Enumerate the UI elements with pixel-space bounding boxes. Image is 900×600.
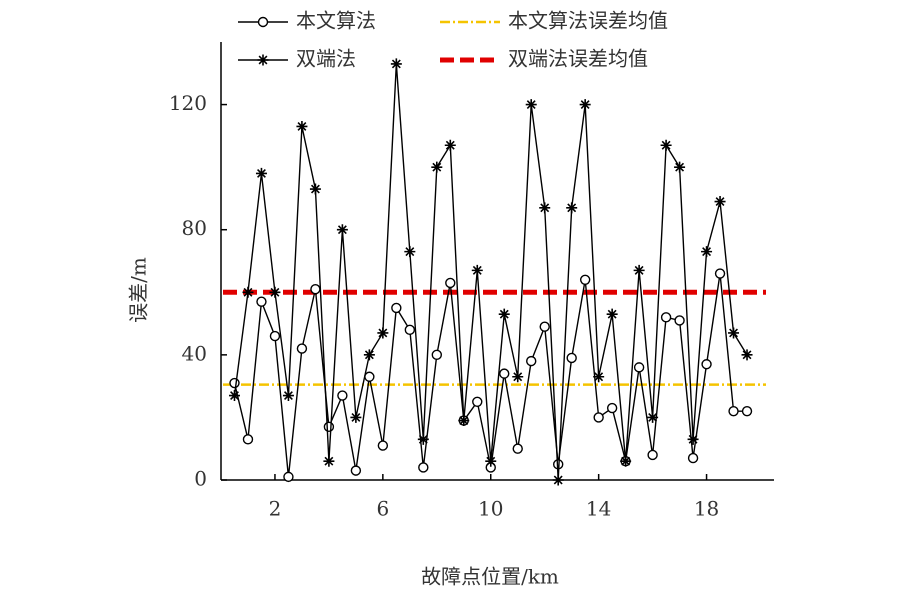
legend-label: 双端法 xyxy=(296,47,356,71)
y-tick-label: 40 xyxy=(182,341,207,365)
point xyxy=(296,120,308,132)
point xyxy=(728,405,739,417)
point xyxy=(336,224,348,236)
point xyxy=(363,349,375,361)
point xyxy=(269,286,281,298)
point xyxy=(404,246,416,258)
point xyxy=(255,167,267,179)
x-axis-label: 故障点位置/km xyxy=(421,565,559,589)
point xyxy=(404,324,416,336)
x-tick-label: 18 xyxy=(694,497,719,521)
point xyxy=(660,139,672,151)
point xyxy=(633,264,645,276)
series-line xyxy=(233,63,748,481)
point xyxy=(445,277,456,289)
point xyxy=(620,455,632,467)
point xyxy=(647,449,658,461)
point xyxy=(310,283,321,295)
x-tick-label: 10 xyxy=(478,497,503,521)
point xyxy=(579,99,591,111)
point xyxy=(566,202,578,214)
point xyxy=(418,462,429,473)
point xyxy=(242,434,254,445)
point xyxy=(282,390,294,402)
point xyxy=(714,196,726,208)
point xyxy=(499,368,510,379)
point xyxy=(417,433,429,445)
point xyxy=(687,433,699,445)
point xyxy=(647,411,659,423)
x-tick-label: 14 xyxy=(586,497,611,521)
point xyxy=(444,139,456,151)
point xyxy=(539,202,551,214)
point xyxy=(526,355,537,367)
point xyxy=(350,411,362,423)
point xyxy=(674,161,686,173)
point xyxy=(633,362,645,373)
y-tick-label: 120 xyxy=(169,91,207,115)
point xyxy=(309,183,321,195)
point xyxy=(337,390,348,401)
point xyxy=(350,465,362,476)
y-tick-label: 80 xyxy=(182,216,207,240)
point xyxy=(256,296,267,307)
point xyxy=(674,315,685,326)
point xyxy=(512,371,524,383)
point xyxy=(687,452,699,464)
point xyxy=(566,352,577,364)
point xyxy=(728,327,740,339)
legend-label: 本文算法 xyxy=(296,9,376,33)
point xyxy=(391,302,402,314)
point xyxy=(512,443,523,454)
point xyxy=(323,455,335,467)
point xyxy=(741,349,753,361)
point xyxy=(228,390,240,402)
point xyxy=(701,359,712,370)
legend-marker xyxy=(257,54,269,66)
x-tick-label: 2 xyxy=(269,497,282,521)
legend-label: 本文算法误差均值 xyxy=(508,9,668,33)
x-tick-label: 6 xyxy=(376,497,389,521)
point xyxy=(593,371,605,383)
point xyxy=(579,274,591,285)
y-axis-label: 误差/m xyxy=(127,257,151,323)
point xyxy=(741,405,753,417)
point xyxy=(552,474,564,486)
point xyxy=(364,371,375,382)
point xyxy=(242,286,254,298)
point xyxy=(606,402,618,414)
point xyxy=(606,308,618,320)
legend-label: 双端法误差均值 xyxy=(508,47,648,71)
point xyxy=(458,415,470,427)
point xyxy=(660,312,672,323)
point xyxy=(323,421,335,433)
point xyxy=(229,377,240,389)
point xyxy=(269,330,281,342)
point xyxy=(471,264,483,276)
point xyxy=(431,161,443,173)
point xyxy=(431,349,443,361)
y-tick-label: 0 xyxy=(194,467,207,491)
point xyxy=(593,412,604,423)
point xyxy=(539,321,550,332)
point xyxy=(377,440,389,451)
point xyxy=(472,396,483,407)
legend-marker xyxy=(257,16,269,28)
point xyxy=(714,268,726,279)
point xyxy=(377,327,389,339)
point xyxy=(485,455,497,467)
point xyxy=(390,58,402,70)
point xyxy=(525,99,537,111)
point xyxy=(701,246,713,258)
point xyxy=(296,343,308,354)
point xyxy=(283,471,294,483)
series-line xyxy=(233,273,748,477)
point xyxy=(498,308,510,320)
